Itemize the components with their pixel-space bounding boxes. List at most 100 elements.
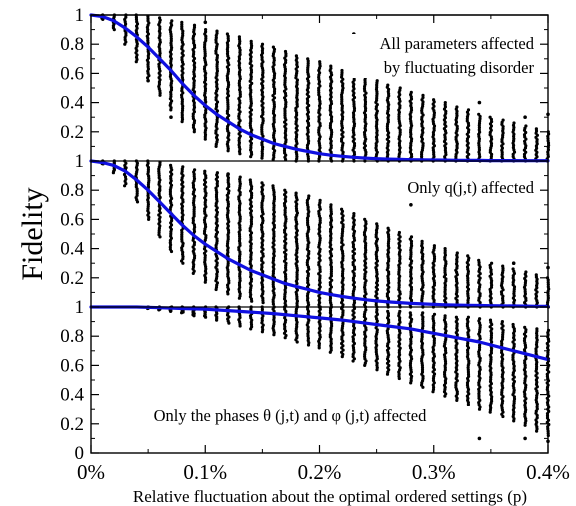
data-point xyxy=(214,33,218,38)
data-point xyxy=(386,241,390,246)
data-point xyxy=(511,353,515,357)
data-point xyxy=(340,335,344,339)
data-point xyxy=(214,287,218,292)
data-point xyxy=(191,112,195,116)
data-point xyxy=(248,121,252,125)
data-point xyxy=(249,327,253,331)
data-point xyxy=(272,230,276,234)
data-point xyxy=(511,274,515,278)
data-point xyxy=(489,375,493,379)
data-point xyxy=(420,368,425,372)
annotation-background xyxy=(343,58,536,78)
data-point xyxy=(478,272,482,276)
y-tick-label: 0.4 xyxy=(60,385,84,406)
data-point xyxy=(420,333,424,337)
panel-2-annotation: Only q(j,t) affected xyxy=(368,178,536,198)
data-point xyxy=(204,109,208,113)
data-point xyxy=(409,132,413,136)
data-point xyxy=(362,230,367,235)
data-point xyxy=(226,178,230,182)
data-point xyxy=(329,265,333,269)
data-point xyxy=(340,97,344,101)
data-point xyxy=(112,28,116,32)
y-tick-label: 0.6 xyxy=(60,355,84,376)
data-point xyxy=(420,152,424,156)
panel-2-mean-line xyxy=(89,159,550,308)
data-point xyxy=(524,383,528,387)
data-point xyxy=(432,150,436,154)
data-point xyxy=(226,149,230,153)
data-point xyxy=(227,321,231,325)
data-point xyxy=(181,31,185,35)
data-point xyxy=(157,174,161,178)
data-point xyxy=(249,117,253,121)
data-point xyxy=(203,276,208,280)
data-point xyxy=(249,218,253,222)
data-point xyxy=(352,272,356,276)
x-tick-label: 0.2% xyxy=(298,460,342,484)
data-point xyxy=(432,321,436,325)
data-point xyxy=(181,261,185,265)
data-point xyxy=(111,171,115,175)
data-point xyxy=(420,357,424,361)
data-point xyxy=(478,343,482,347)
data-point xyxy=(226,292,230,296)
data-point xyxy=(192,210,196,214)
data-point xyxy=(283,67,287,71)
data-point xyxy=(465,381,470,385)
data-point xyxy=(168,188,172,192)
data-point xyxy=(328,104,332,108)
data-point xyxy=(250,191,254,195)
data-point xyxy=(431,356,435,361)
data-point xyxy=(408,324,412,328)
data-point xyxy=(386,118,390,122)
data-point xyxy=(432,341,436,345)
data-point xyxy=(306,218,310,223)
data-point xyxy=(489,355,493,359)
data-point xyxy=(226,235,230,239)
data-point xyxy=(249,95,253,99)
panel-1: All parameters affected by fluctuating di… xyxy=(60,5,551,163)
data-point xyxy=(284,309,288,313)
data-point xyxy=(511,261,516,266)
data-point xyxy=(215,118,219,122)
data-point xyxy=(260,156,264,160)
data-point xyxy=(169,249,174,254)
data-point xyxy=(454,135,458,139)
y-tick-label: 1 xyxy=(75,297,85,318)
y-tick-label: 0.8 xyxy=(60,34,84,55)
data-point xyxy=(409,376,413,381)
annotation-text: by fluctuating disorder xyxy=(384,58,535,77)
panel-3-mean-line xyxy=(89,305,550,362)
data-point xyxy=(489,333,493,338)
panel-2-y-ticks: 0.2 0.4 0.6 0.8 1 xyxy=(60,151,548,308)
data-point xyxy=(341,269,345,273)
data-point xyxy=(455,298,459,303)
data-point xyxy=(238,152,242,156)
data-point xyxy=(202,218,207,222)
data-point xyxy=(522,152,527,156)
data-point xyxy=(272,138,276,142)
data-point xyxy=(330,322,334,326)
data-point xyxy=(248,226,252,231)
data-point xyxy=(261,212,265,216)
data-point xyxy=(397,266,401,270)
data-point xyxy=(305,143,310,147)
x-axis-label: Relative fluctuation about the optimal o… xyxy=(133,487,527,506)
data-point xyxy=(191,271,195,275)
data-point xyxy=(158,93,162,97)
data-point xyxy=(306,205,310,209)
data-point xyxy=(260,62,264,66)
data-point xyxy=(248,84,252,88)
data-point xyxy=(227,131,231,135)
data-point xyxy=(192,207,196,212)
x-tick-label: 0.4% xyxy=(526,460,570,484)
data-point xyxy=(466,276,470,280)
data-point xyxy=(215,217,219,221)
data-point xyxy=(226,67,230,71)
data-point xyxy=(180,233,184,237)
data-point xyxy=(146,165,150,170)
data-point xyxy=(398,255,402,259)
data-point xyxy=(523,359,527,363)
